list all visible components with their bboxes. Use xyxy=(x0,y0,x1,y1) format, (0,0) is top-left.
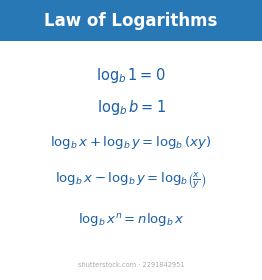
Text: $\log_b x + \log_b y = \log_b(xy)$: $\log_b x + \log_b y = \log_b(xy)$ xyxy=(50,134,212,151)
Text: $\log_b b = 1$: $\log_b b = 1$ xyxy=(97,98,165,117)
FancyBboxPatch shape xyxy=(0,0,262,41)
Text: $\log_b x - \log_b y = \log_b\!\left(\frac{x}{y}\right)$: $\log_b x - \log_b y = \log_b\!\left(\fr… xyxy=(55,171,207,191)
Text: $\log_b x^n = n\log_b x$: $\log_b x^n = n\log_b x$ xyxy=(78,211,184,228)
Text: Law of Logarithms: Law of Logarithms xyxy=(44,12,218,30)
Text: $\log_b 1 = 0$: $\log_b 1 = 0$ xyxy=(96,66,166,85)
Text: shutterstock.com · 2291842951: shutterstock.com · 2291842951 xyxy=(78,262,184,268)
